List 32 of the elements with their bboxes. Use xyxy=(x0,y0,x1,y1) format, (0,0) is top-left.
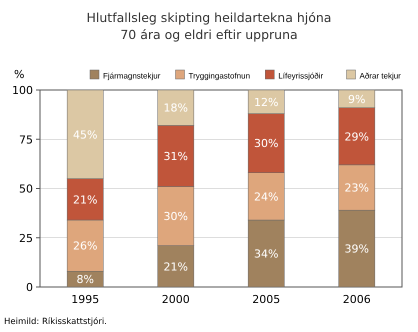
data-label: 30% xyxy=(254,137,278,150)
data-label: 8% xyxy=(76,273,94,286)
y-tick-label: 25 xyxy=(19,232,33,245)
chart-title: Hlutfallsleg skipting heildartekna hjóna 70 ára og eldri eftir uppruna xyxy=(86,10,332,42)
data-label: 34% xyxy=(254,248,278,261)
data-label: 18% xyxy=(164,102,188,115)
data-label: 23% xyxy=(344,182,369,195)
y-tick-label: 100 xyxy=(12,84,33,97)
y-axis-title: % xyxy=(14,68,24,81)
legend-label: Lífeyrissjóðir xyxy=(278,72,324,80)
y-tick-label: 0 xyxy=(26,281,33,294)
legend-label: Tryggingastofnun xyxy=(188,72,250,80)
data-label: 24% xyxy=(254,190,278,204)
x-tick-label: 1995 xyxy=(71,293,100,306)
data-label: 9% xyxy=(348,92,366,106)
data-label: 21% xyxy=(164,260,188,274)
data-label: 45% xyxy=(73,128,98,142)
y-tick-label: 75 xyxy=(19,133,33,146)
legend-label: Fjármagnstekjur xyxy=(103,72,161,80)
data-label: 30% xyxy=(164,210,188,224)
x-tick-label: 2005 xyxy=(252,293,280,306)
data-label: 21% xyxy=(73,193,98,206)
y-tick-label: 50 xyxy=(19,182,33,196)
x-tick-label: 2006 xyxy=(342,293,371,306)
legend-label: Aðrar tekjur xyxy=(360,72,402,80)
data-label: 26% xyxy=(73,240,98,253)
text: Heimild: Ríkisskattstjóri. xyxy=(4,317,107,327)
data-label: 29% xyxy=(344,130,369,144)
data-label: 12% xyxy=(254,96,278,109)
data-label: 39% xyxy=(344,242,369,256)
data-label: 31% xyxy=(164,150,188,163)
x-tick-label: 2000 xyxy=(162,293,190,306)
